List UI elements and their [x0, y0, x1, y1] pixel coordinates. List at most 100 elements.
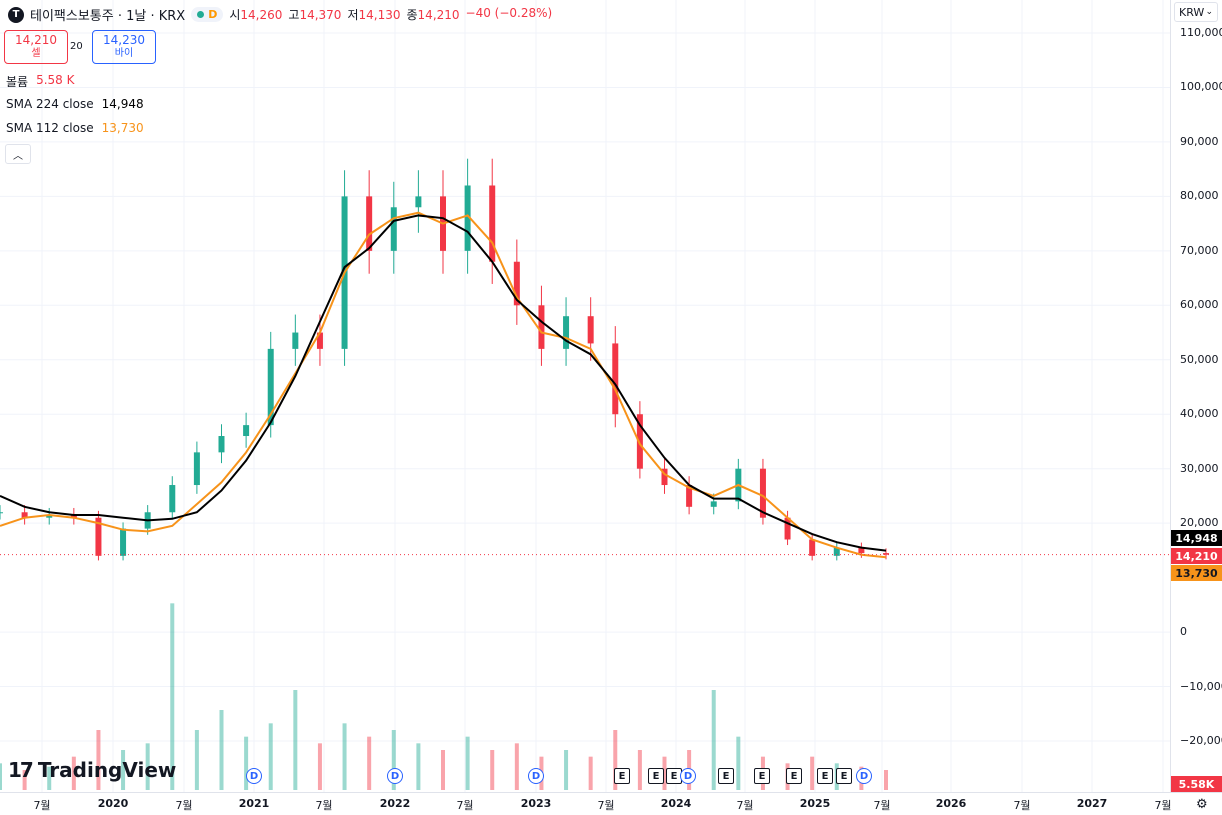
price-tick-label: 80,000: [1180, 189, 1219, 203]
volume-bar: [564, 750, 569, 790]
dividend-marker[interactable]: D: [680, 768, 696, 784]
currency-selector[interactable]: KRW ⌄: [1174, 2, 1218, 22]
sma224-line[interactable]: [0, 214, 887, 552]
candle-body: [120, 528, 127, 556]
sell-price: 14,210: [15, 33, 57, 47]
tradingview-logo[interactable]: 17 TradingView: [8, 758, 176, 782]
volume-bar: [22, 770, 27, 790]
price-chart[interactable]: [0, 0, 1170, 792]
volume-bar: [465, 736, 470, 790]
candle-body: [292, 332, 299, 349]
volume-bar: [145, 743, 150, 790]
volume-bar: [317, 743, 322, 790]
close-label: 종: [406, 8, 418, 22]
sma224-legend[interactable]: SMA 224 close 14,948: [6, 97, 144, 111]
volume-bar: [121, 750, 126, 790]
dividend-marker[interactable]: D: [387, 768, 403, 784]
earnings-marker[interactable]: E: [648, 768, 664, 784]
delay-badge: D: [208, 8, 218, 21]
settings-gear-icon[interactable]: ⚙: [1196, 797, 1208, 812]
time-tick-label: 2026: [935, 797, 967, 810]
sma112-legend[interactable]: SMA 112 close 13,730: [6, 121, 144, 135]
time-tick-label: 2021: [238, 797, 270, 810]
candle-body: [464, 185, 471, 251]
volume-bar: [367, 736, 372, 790]
candle-body: [95, 517, 102, 556]
candle-body: [563, 316, 570, 349]
volume-bar: [244, 736, 249, 790]
time-tick-label: 2020: [97, 797, 129, 810]
candle-body: [759, 468, 766, 518]
dividend-marker[interactable]: D: [528, 768, 544, 784]
price-tick-label: −20,000: [1180, 734, 1222, 747]
open-label: 시: [229, 8, 241, 22]
currency-label: KRW: [1179, 5, 1205, 19]
time-tick-label: 2022: [379, 797, 411, 810]
collapse-legend-button[interactable]: ︿: [5, 144, 31, 164]
price-tick-label: 100,000: [1180, 80, 1222, 94]
earnings-marker[interactable]: E: [718, 768, 734, 784]
time-axis[interactable]: [0, 792, 1222, 815]
candle-body: [489, 185, 496, 262]
symbol-title[interactable]: 테이팩스보통주 · 1날 · KRX: [30, 9, 186, 24]
sell-label: 셀: [31, 48, 41, 59]
volume-bar: [293, 690, 298, 790]
price-tick-label: 0: [1180, 625, 1187, 639]
candle-body: [316, 332, 323, 349]
earnings-marker[interactable]: E: [817, 768, 833, 784]
symbol-logo-icon: T: [8, 6, 24, 23]
time-tick-label: 7월: [873, 799, 891, 812]
volume-bar: [0, 763, 2, 790]
chart-area[interactable]: [0, 0, 1170, 792]
dividend-marker[interactable]: D: [856, 768, 872, 784]
candle-body: [267, 348, 274, 426]
change-value: −40 (−0.28%): [465, 6, 553, 20]
volume-bar: [884, 770, 888, 790]
sma112-price-label: 13,730: [1171, 565, 1222, 581]
open-value: 14,260: [240, 8, 283, 22]
sma112-value: 13,730: [101, 121, 144, 135]
earnings-marker[interactable]: E: [836, 768, 852, 784]
candle-body: [636, 414, 643, 469]
candle-body: [710, 501, 717, 507]
volume-bar: [194, 730, 199, 790]
sell-button[interactable]: 14,210 셀: [4, 30, 68, 64]
candle-body: [513, 261, 520, 306]
tradingview-mark-icon: 17: [8, 758, 34, 782]
volume-bar: [736, 736, 741, 790]
volume-bar: [391, 730, 396, 790]
earnings-marker[interactable]: E: [786, 768, 802, 784]
candle-body: [661, 468, 668, 486]
candle-body: [390, 207, 397, 251]
sma112-line[interactable]: [0, 211, 887, 559]
volume-indicator-legend[interactable]: 볼륨 5.58 K: [6, 73, 75, 90]
dividend-marker[interactable]: D: [246, 768, 262, 784]
market-status-pill[interactable]: D: [191, 7, 224, 22]
volume-price-label: 5.58K: [1171, 776, 1222, 792]
time-tick-label: 2025: [799, 797, 831, 810]
time-tick-label: 7월: [597, 799, 615, 812]
volume-bar: [810, 756, 815, 790]
volume-bar: [662, 756, 667, 790]
buy-label: 바이: [114, 48, 134, 59]
time-tick-label: 2023: [520, 797, 552, 810]
volume-bar: [613, 730, 618, 790]
price-tick-label: 60,000: [1180, 298, 1219, 312]
price-tick-label: 30,000: [1180, 461, 1219, 475]
volume-bar: [47, 766, 52, 790]
earnings-marker[interactable]: E: [614, 768, 630, 784]
market-open-dot-icon: [197, 11, 205, 18]
price-tick-label: 90,000: [1180, 134, 1219, 148]
volume-label: 볼륨: [6, 75, 29, 89]
chevron-down-icon: ⌄: [1205, 7, 1213, 17]
earnings-marker[interactable]: E: [754, 768, 770, 784]
volume-bar: [514, 743, 519, 790]
volume-value: 5.58 K: [36, 73, 75, 87]
volume-bar: [170, 603, 175, 790]
time-tick-label: 2024: [660, 797, 692, 810]
candle-body: [21, 512, 28, 518]
sma224-label: SMA 224 close: [6, 97, 94, 111]
buy-button[interactable]: 14,230 바이: [92, 30, 156, 64]
price-axis[interactable]: [1170, 0, 1222, 792]
candle-body: [46, 514, 53, 518]
